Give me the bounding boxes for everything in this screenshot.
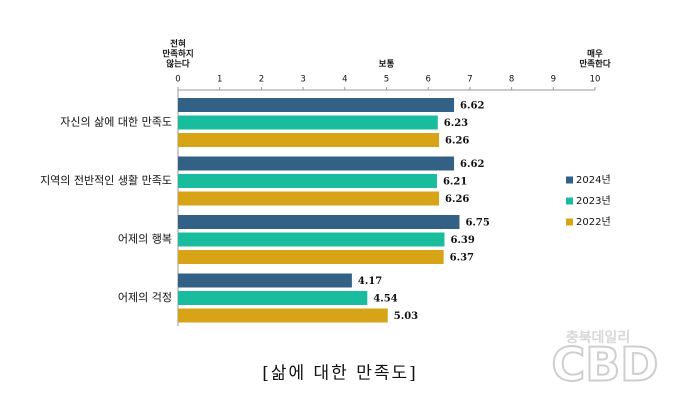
x-tick-label: 6 — [425, 75, 430, 85]
bar — [178, 232, 445, 247]
x-tick-label: 4 — [342, 75, 347, 85]
bar — [178, 115, 438, 130]
x-tick-label: 10 — [590, 75, 601, 85]
bar — [178, 156, 455, 171]
legend-label: 2024년 — [576, 174, 611, 186]
value-label: 6.75 — [465, 218, 489, 229]
x-tick-label: 8 — [509, 75, 514, 85]
bar — [178, 133, 440, 147]
bar — [178, 174, 437, 188]
legend-swatch — [566, 176, 573, 184]
axis-annotation: 만족한다 — [579, 59, 610, 70]
bar — [178, 191, 440, 206]
axis-annotation: 않는다 — [166, 59, 190, 70]
category-label: 어제의 행복 — [118, 233, 172, 246]
x-tick-label: 9 — [551, 75, 556, 85]
x-tick-label: 1 — [217, 75, 222, 85]
value-label: 4.17 — [358, 276, 382, 287]
value-label: 6.39 — [450, 235, 474, 246]
bar — [178, 308, 388, 323]
value-label: 6.37 — [450, 253, 474, 264]
x-tick-label: 2 — [259, 75, 264, 85]
value-label: 6.26 — [445, 136, 469, 147]
bar — [178, 273, 352, 288]
category-label: 자신의 삶에 대한 만족도 — [60, 116, 172, 129]
bar — [178, 215, 460, 229]
watermark: 충북데일리 — [566, 330, 630, 346]
axis-annotation: 전혀 — [170, 39, 186, 50]
category-label: 어제의 걱정 — [118, 291, 172, 304]
bar — [178, 98, 455, 112]
value-label: 6.21 — [443, 177, 467, 188]
x-tick-label: 7 — [467, 75, 472, 85]
x-tick-label: 3 — [300, 75, 305, 85]
legend-swatch — [566, 197, 573, 205]
value-label: 5.03 — [394, 311, 418, 322]
caption: [삶에 대한 만족도] — [262, 364, 418, 384]
axis-annotation: 매우 — [587, 49, 603, 60]
value-label: 6.26 — [445, 194, 469, 205]
x-tick-label: 0 — [175, 75, 180, 85]
bar — [178, 250, 444, 264]
axis-annotation: 만족하지 — [162, 49, 193, 60]
category-label: 지역의 전반적인 생활 만족도 — [40, 173, 172, 187]
value-label: 4.54 — [373, 294, 397, 305]
value-label: 6.23 — [444, 118, 468, 129]
legend-swatch — [566, 218, 573, 226]
legend-label: 2022년 — [576, 216, 611, 228]
legend-label: 2023년 — [576, 195, 611, 207]
watermark: CBD — [551, 338, 658, 392]
axis-annotation: 보통 — [379, 59, 395, 70]
bar — [178, 291, 368, 305]
x-tick-label: 5 — [384, 75, 389, 85]
value-label: 6.62 — [460, 159, 484, 170]
value-label: 6.62 — [460, 101, 484, 112]
